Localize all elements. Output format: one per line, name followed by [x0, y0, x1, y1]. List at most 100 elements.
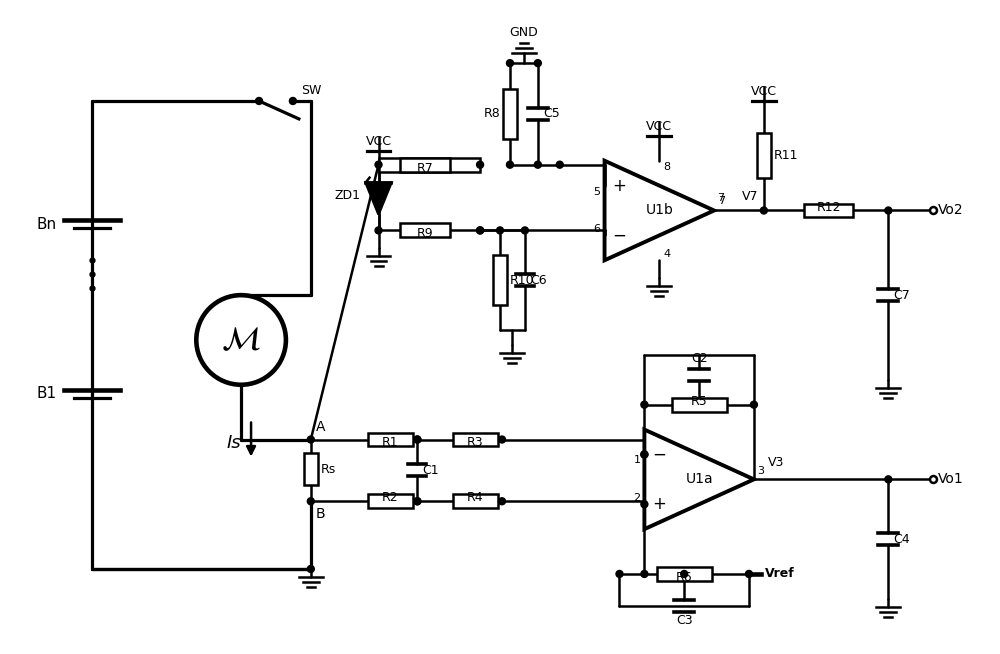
- Circle shape: [745, 570, 752, 577]
- Circle shape: [477, 227, 484, 234]
- Text: R5: R5: [691, 395, 708, 407]
- Polygon shape: [366, 182, 391, 215]
- Text: R8: R8: [483, 107, 500, 120]
- Text: R3: R3: [467, 436, 483, 449]
- Text: V3: V3: [768, 456, 784, 470]
- Circle shape: [414, 498, 421, 505]
- Circle shape: [414, 498, 421, 505]
- Text: A: A: [316, 420, 325, 434]
- Circle shape: [196, 295, 286, 385]
- Circle shape: [506, 161, 513, 168]
- Text: C5: C5: [543, 107, 560, 120]
- Text: C3: C3: [676, 613, 693, 627]
- Circle shape: [497, 227, 503, 234]
- Text: U1a: U1a: [685, 472, 713, 487]
- Circle shape: [641, 570, 648, 577]
- Bar: [657, 567, 712, 581]
- Bar: [368, 432, 413, 447]
- Text: B1: B1: [37, 387, 57, 401]
- Bar: [453, 432, 498, 447]
- Circle shape: [375, 227, 382, 234]
- Text: Vref: Vref: [765, 568, 795, 581]
- Text: 6: 6: [594, 224, 601, 234]
- Text: Bn: Bn: [37, 217, 57, 232]
- Bar: [757, 133, 771, 178]
- Text: C1: C1: [422, 464, 439, 477]
- Bar: [453, 494, 498, 508]
- Bar: [400, 224, 450, 237]
- Bar: [379, 158, 480, 171]
- Circle shape: [414, 436, 421, 443]
- Circle shape: [499, 436, 505, 443]
- Text: V7: V7: [742, 190, 759, 203]
- Circle shape: [477, 161, 484, 168]
- Text: 8: 8: [663, 162, 670, 172]
- Circle shape: [506, 60, 513, 67]
- Bar: [672, 398, 727, 411]
- Text: 4: 4: [663, 249, 670, 259]
- Circle shape: [885, 476, 892, 483]
- Text: 3: 3: [757, 466, 764, 476]
- Text: VCC: VCC: [646, 120, 672, 133]
- Circle shape: [307, 498, 314, 505]
- Circle shape: [256, 97, 263, 105]
- Text: R10: R10: [510, 274, 535, 286]
- Text: R11: R11: [774, 149, 798, 162]
- Circle shape: [616, 570, 623, 577]
- Circle shape: [534, 60, 541, 67]
- Bar: [804, 203, 853, 218]
- Text: U1b: U1b: [645, 203, 673, 218]
- Circle shape: [760, 207, 767, 214]
- Circle shape: [641, 451, 648, 458]
- Circle shape: [289, 97, 296, 105]
- Text: B: B: [316, 508, 325, 521]
- Circle shape: [641, 451, 648, 458]
- Text: SW: SW: [301, 84, 321, 97]
- Text: 7: 7: [718, 196, 725, 205]
- Circle shape: [521, 227, 528, 234]
- Polygon shape: [605, 161, 714, 260]
- Bar: [368, 494, 413, 508]
- Text: R7: R7: [421, 162, 438, 175]
- Circle shape: [534, 161, 541, 168]
- Text: 5: 5: [594, 186, 601, 197]
- Bar: [503, 89, 517, 139]
- Text: C4: C4: [893, 532, 910, 545]
- Text: 2: 2: [633, 493, 640, 504]
- Text: C2: C2: [691, 352, 707, 365]
- Bar: [400, 158, 450, 171]
- Text: −: −: [613, 226, 626, 245]
- Text: 1: 1: [633, 455, 640, 466]
- Text: GND: GND: [510, 26, 538, 39]
- Circle shape: [307, 566, 314, 572]
- Text: Vo2: Vo2: [938, 203, 964, 218]
- Bar: [493, 255, 507, 305]
- Text: C6: C6: [530, 274, 546, 286]
- Text: $\mathcal{M}$: $\mathcal{M}$: [221, 324, 261, 356]
- Text: VCC: VCC: [751, 85, 777, 98]
- Bar: [304, 453, 318, 485]
- Circle shape: [414, 436, 421, 443]
- Text: ZD1: ZD1: [335, 189, 361, 202]
- Circle shape: [885, 207, 892, 214]
- Circle shape: [681, 570, 688, 577]
- Text: +: +: [613, 177, 626, 195]
- Polygon shape: [644, 430, 754, 529]
- Text: −: −: [652, 445, 666, 464]
- Circle shape: [556, 161, 563, 168]
- Text: R4: R4: [467, 491, 483, 504]
- Circle shape: [641, 501, 648, 508]
- Text: Rs: Rs: [321, 463, 336, 476]
- Text: +: +: [652, 495, 666, 513]
- Circle shape: [477, 227, 484, 234]
- Text: R9: R9: [417, 228, 434, 241]
- Circle shape: [307, 436, 314, 443]
- Text: R7: R7: [417, 162, 434, 175]
- Text: R6: R6: [676, 571, 693, 584]
- Circle shape: [499, 498, 505, 505]
- Text: R12: R12: [816, 201, 841, 214]
- Text: R1: R1: [382, 436, 399, 449]
- Text: Is: Is: [226, 434, 241, 451]
- Text: 7: 7: [717, 192, 724, 203]
- Circle shape: [641, 401, 648, 408]
